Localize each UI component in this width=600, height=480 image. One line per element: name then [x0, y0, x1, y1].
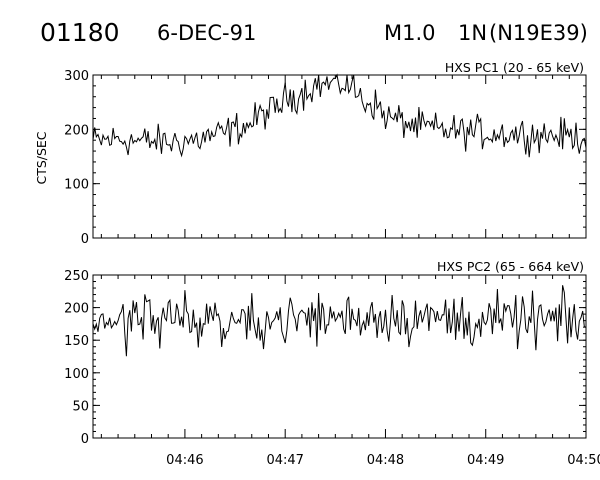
pc1-series-line — [92, 73, 587, 158]
pc2-series-line — [92, 285, 587, 357]
y-axis-label: CTS/SEC — [34, 131, 49, 184]
pc2-xtick-label: 04:47 — [266, 453, 303, 468]
pc1-ytick-label: 0 — [81, 232, 89, 247]
event-date: 6-DEC-91 — [157, 21, 256, 45]
optical-class: 1N — [458, 21, 487, 45]
pc1-panel: HXS PC1 (20 - 65 keV) 0 100 200 300 — [64, 60, 587, 247]
pc2-panel: HXS PC2 (65 - 664 keV) 0 50 100 150 200 250 04… — [64, 259, 600, 468]
pc2-ytick-label: 50 — [72, 399, 89, 414]
flare-class: M1.0 — [384, 21, 436, 45]
flare-location: (N19E39) — [489, 21, 588, 45]
pc2-xtick-label: 04:46 — [166, 453, 203, 468]
pc2-frame — [92, 274, 587, 439]
pc2-xtick-label: 04:49 — [467, 453, 504, 468]
pc1-ytick-label: 300 — [64, 69, 89, 84]
pc2-xtick-label: 04:48 — [367, 453, 404, 468]
pc2-ticks: 0 50 100 150 200 250 04:46 04:47 04:48 04:49 04:50 — [64, 269, 600, 468]
pc2-ytick-label: 0 — [81, 432, 89, 447]
pc1-frame — [92, 74, 587, 239]
pc1-title: HXS PC1 (20 - 65 keV) — [445, 60, 584, 75]
pc2-ytick-label: 150 — [64, 334, 89, 349]
pc2-xtick-label: 04:50 — [567, 453, 600, 468]
pc2-ytick-label: 100 — [64, 367, 89, 382]
event-id: 01180 — [40, 18, 120, 47]
pc1-ytick-label: 100 — [64, 178, 89, 193]
pc2-ytick-label: 200 — [64, 302, 89, 317]
pc1-ticks: 0 100 200 300 — [64, 69, 587, 247]
pc2-title: HXS PC2 (65 - 664 keV) — [437, 259, 584, 274]
pc1-ytick-label: 200 — [64, 123, 89, 138]
pc2-ytick-label: 250 — [64, 269, 89, 284]
